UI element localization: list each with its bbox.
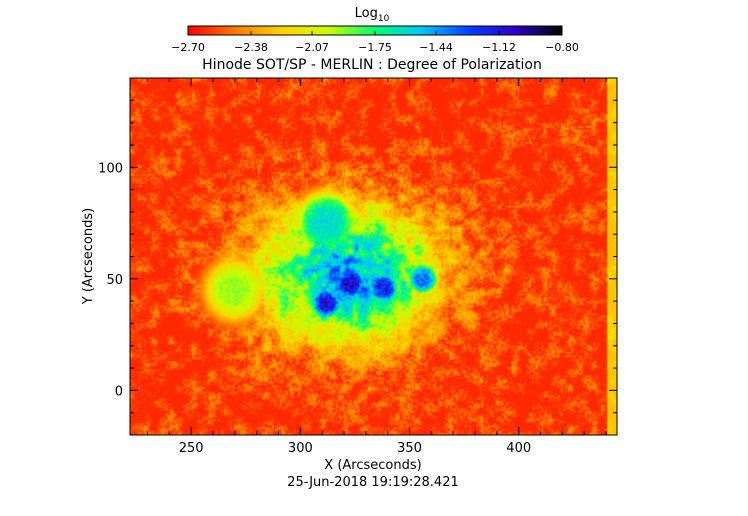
colorbar-title: Log10 <box>355 6 390 24</box>
x-axis-label: X (Arcseconds) <box>324 458 421 473</box>
y-axis-label: Y (Arcseconds) <box>81 208 96 305</box>
x-tick-label: 300 <box>288 441 313 456</box>
x-tick-label: 250 <box>179 441 204 456</box>
x-tick-label: 350 <box>397 441 422 456</box>
axis-ticks: 250 300 350 400 0 50 100 <box>98 77 617 456</box>
colorbar-tick-label: −1.44 <box>419 41 453 54</box>
colorbar-tick-label: −0.80 <box>545 41 579 54</box>
y-tick-label: 0 <box>115 384 123 399</box>
y-tick-label: 50 <box>106 273 123 288</box>
timestamp: 25-Jun-2018 19:19:28.421 <box>287 475 459 490</box>
colorbar-ticks: −2.70 −2.38 −2.07 −1.75 −1.44 −1.12 −0.80 <box>171 31 579 54</box>
colorbar-tick-label: −2.07 <box>295 41 329 54</box>
y-tick-label: 100 <box>98 161 123 176</box>
colorbar-tick-label: −1.12 <box>482 41 516 54</box>
polarization-heatmap <box>130 78 617 435</box>
colorbar-tick-label: −2.70 <box>171 41 205 54</box>
chart-title: Hinode SOT/SP - MERLIN : Degree of Polar… <box>202 57 542 73</box>
x-tick-label: 400 <box>506 441 531 456</box>
colorbar-tick-label: −1.75 <box>358 41 392 54</box>
colorbar-tick-label: −2.38 <box>234 41 268 54</box>
